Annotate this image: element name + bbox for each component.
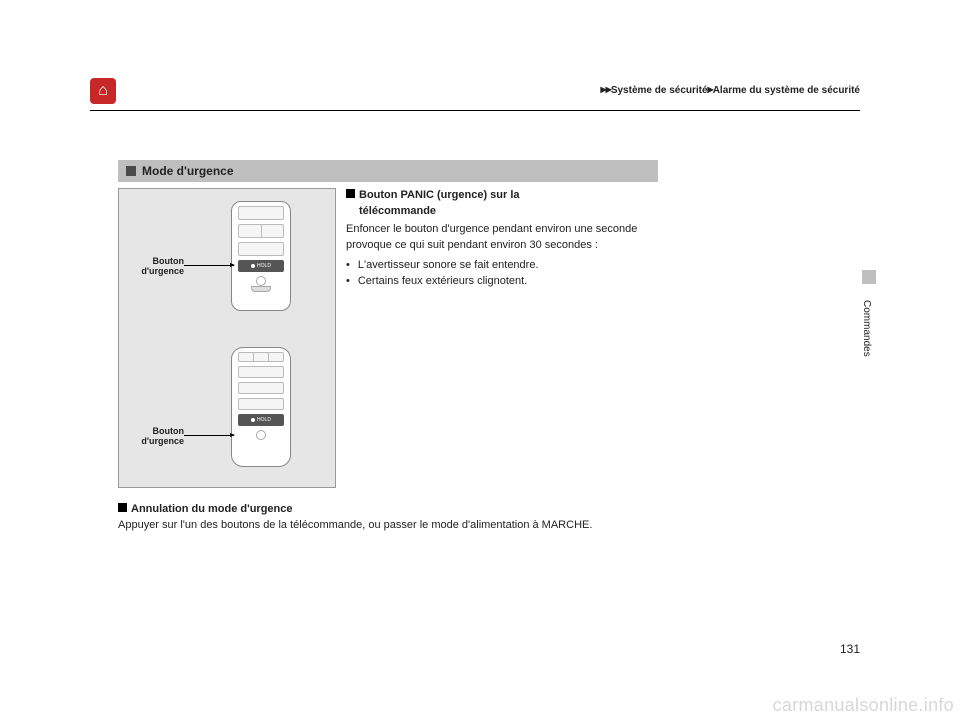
body-column: Bouton PANIC (urgence) sur la télécomman…: [346, 188, 658, 290]
page-number: 131: [840, 642, 860, 656]
black-square-icon: [118, 503, 127, 512]
body-paragraph-1: Enfoncer le bouton d'urgence pendant env…: [346, 222, 658, 254]
callout-arrow-2: [184, 435, 234, 436]
below-figure-text: Annulation du mode d'urgence Appuyer sur…: [118, 502, 658, 534]
below-heading: Annulation du mode d'urgence: [131, 503, 293, 515]
section-title-bar: Mode d'urgence: [118, 160, 658, 182]
watermark: carmanualsonline.info: [773, 695, 954, 716]
side-tab-label: Commandes: [860, 300, 872, 357]
remote-illustration-1: HOLD: [231, 201, 291, 311]
callout-arrow-1: [184, 265, 234, 266]
figure-box: HOLD HOLD Bouton d'urgence Bouton d'urge…: [118, 188, 336, 488]
body-heading-line2: télécommande: [359, 205, 436, 217]
home-icon[interactable]: ⌂: [90, 78, 116, 104]
body-bullet-2: Certains feux extérieurs clignotent.: [346, 274, 658, 290]
breadcrumb-1: Système de sécurité: [611, 85, 708, 96]
callout-1: Bouton d'urgence: [129, 257, 184, 277]
breadcrumb: ▶▶Système de sécurité▶Alarme du système …: [601, 85, 860, 96]
breadcrumb-2: Alarme du système de sécurité: [713, 85, 860, 96]
panic-button-2: HOLD: [238, 414, 284, 426]
body-heading-line1: Bouton PANIC (urgence) sur la: [359, 189, 520, 201]
body-bullet-1: L'avertisseur sonore se fait entendre.: [346, 258, 658, 274]
black-square-icon: [346, 189, 355, 198]
section-square-icon: [126, 166, 136, 176]
section-title-text: Mode d'urgence: [142, 164, 234, 178]
panic-button-1: HOLD: [238, 260, 284, 272]
remote-illustration-2: HOLD: [231, 347, 291, 467]
side-marker-square: [862, 270, 876, 284]
below-paragraph: Appuyer sur l'un des boutons de la téléc…: [118, 518, 658, 534]
header-rule: [90, 110, 860, 111]
callout-2: Bouton d'urgence: [129, 427, 184, 447]
